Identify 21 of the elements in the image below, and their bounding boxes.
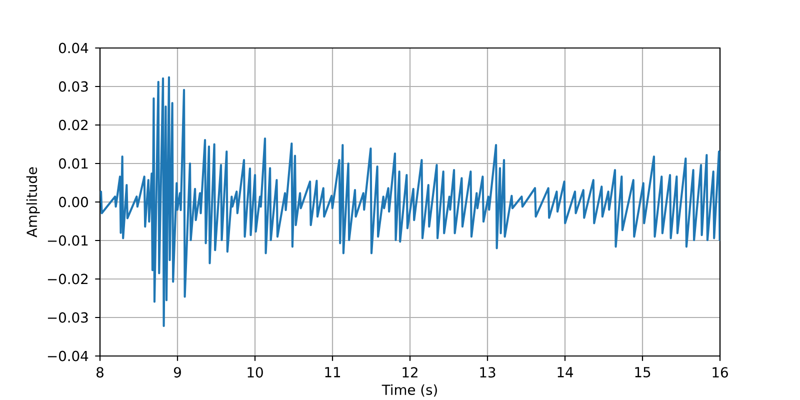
y-tick-label: 0.00 bbox=[58, 196, 88, 208]
y-tick-label: 0.02 bbox=[58, 120, 88, 130]
x-tick-label: 10 bbox=[248, 367, 263, 378]
y-tick-label: 0.04 bbox=[58, 42, 88, 54]
y-tick-label: −0.04 bbox=[48, 350, 88, 362]
x-tick-label: 12 bbox=[402, 367, 418, 378]
x-tick-label: 8 bbox=[96, 367, 104, 378]
y-axis-title: Amplitude bbox=[26, 167, 40, 238]
x-tick-label: 14 bbox=[558, 367, 574, 378]
x-tick-label: 16 bbox=[712, 367, 728, 378]
x-tick-label: 9 bbox=[174, 367, 181, 378]
x-tick-label: 11 bbox=[325, 367, 340, 378]
x-tick-label: 13 bbox=[480, 367, 496, 378]
y-tick-label: 0.03 bbox=[58, 81, 88, 92]
y-tick-label: −0.01 bbox=[48, 235, 88, 246]
x-axis-title: Time (s) bbox=[382, 384, 437, 397]
line-series bbox=[100, 76, 720, 328]
y-tick-label: −0.03 bbox=[48, 312, 88, 323]
y-tick-label: 0.01 bbox=[58, 158, 88, 169]
x-tick-label: 15 bbox=[635, 367, 650, 378]
y-tick-label: −0.02 bbox=[48, 274, 88, 284]
